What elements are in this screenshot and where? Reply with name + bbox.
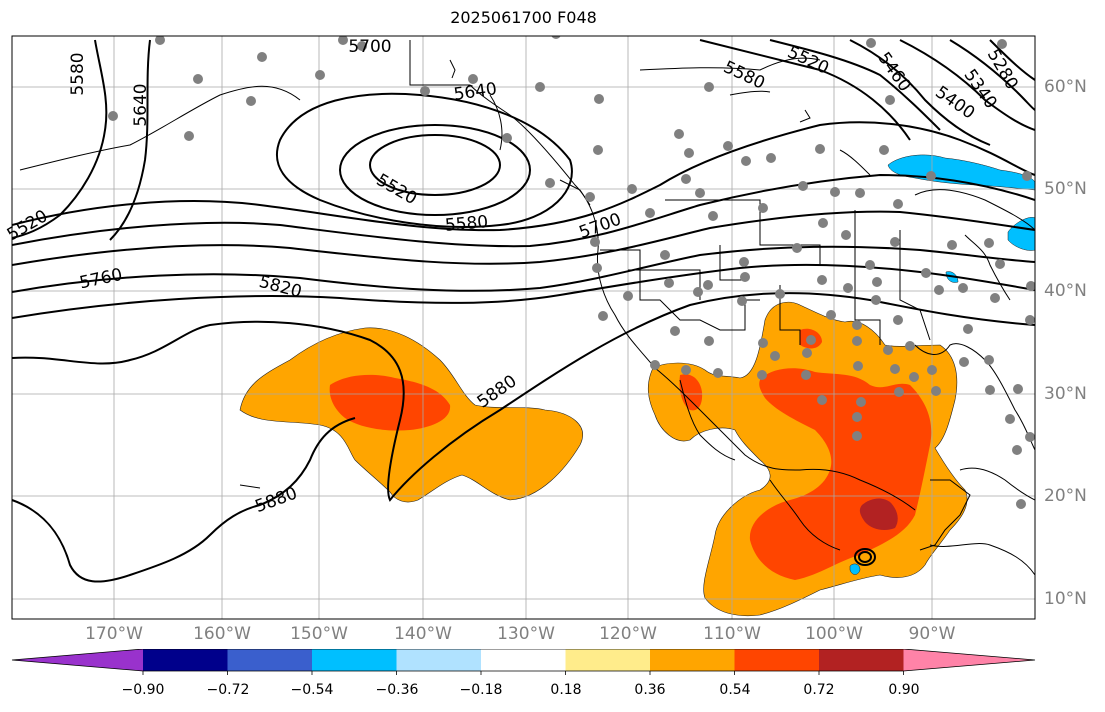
lat-label: 10°N xyxy=(1044,589,1087,609)
colorbar-tick-label: 0.54 xyxy=(719,682,751,698)
colorbar-segment xyxy=(12,649,143,671)
lon-label: 150°W xyxy=(290,624,348,644)
colorbar-segment xyxy=(650,649,735,671)
station-markers xyxy=(108,36,1035,509)
height-contours xyxy=(12,39,1035,583)
lon-label: 90°W xyxy=(908,624,956,644)
colorbar-tick-label: 0.18 xyxy=(550,682,582,698)
colorbar-segment xyxy=(227,649,313,671)
colorbar-segment xyxy=(481,649,566,671)
colorbar-segment xyxy=(734,649,820,671)
lat-label: 50°N xyxy=(1044,179,1087,199)
lat-label: 30°N xyxy=(1044,384,1087,404)
contour-label: 5580 xyxy=(68,52,88,95)
colorbar-tick-label: −0.54 xyxy=(290,682,334,698)
colorbar-segment xyxy=(819,649,904,671)
colorbar-segment xyxy=(312,649,397,671)
colorbar-tick-label: 0.36 xyxy=(634,682,666,698)
colorbar-tick-label: 0.72 xyxy=(803,682,835,698)
colorbar xyxy=(11,649,1036,675)
map-frame xyxy=(11,35,1036,620)
colorbar-segment xyxy=(903,649,1035,671)
lat-label: 60°N xyxy=(1044,77,1087,97)
contour-label: 5580 xyxy=(444,212,489,236)
lon-label: 120°W xyxy=(599,624,657,644)
colorbar-tick-label: 0.90 xyxy=(888,682,920,698)
colorbar-tick-label: −0.18 xyxy=(459,682,503,698)
lat-label: 40°N xyxy=(1044,281,1087,301)
coastlines xyxy=(19,40,1035,576)
contour-label: 5640 xyxy=(131,83,151,126)
lat-label: 20°N xyxy=(1044,486,1087,506)
lon-label: 130°W xyxy=(497,624,555,644)
map-title: 2025061700 F048 xyxy=(450,8,597,27)
lon-label: 170°W xyxy=(85,624,143,644)
colorbar-segment xyxy=(396,649,482,671)
colorbar-segment xyxy=(143,649,228,671)
colorbar-segment xyxy=(565,649,651,671)
colorbar-tick-label: −0.90 xyxy=(121,682,165,698)
colorbar-tick-label: −0.36 xyxy=(375,682,419,698)
lon-label: 110°W xyxy=(703,624,761,644)
lon-label: 160°W xyxy=(193,624,251,644)
lon-label: 140°W xyxy=(394,624,452,644)
shaded-field-blue xyxy=(849,154,1035,575)
colorbar-tick-label: −0.72 xyxy=(206,682,250,698)
contour-label: 5700 xyxy=(348,37,391,57)
shaded-field-darkred xyxy=(859,498,898,530)
lon-label: 100°W xyxy=(805,624,863,644)
